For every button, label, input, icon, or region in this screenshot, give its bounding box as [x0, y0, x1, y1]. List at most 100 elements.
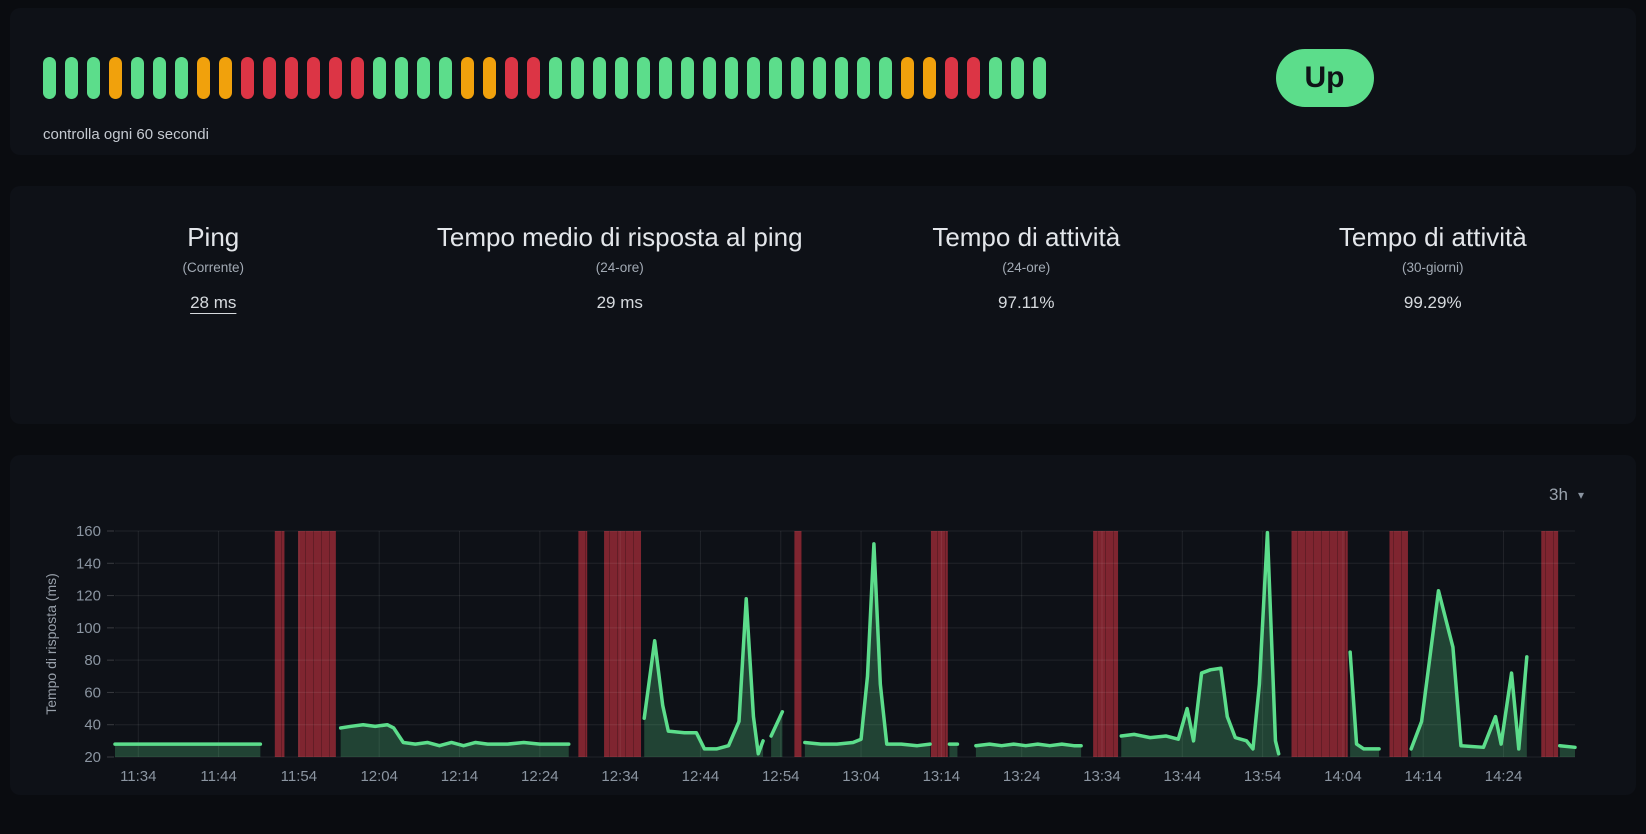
response-area — [1411, 590, 1527, 757]
y-tick-label: 160 — [76, 523, 101, 540]
heartbeat-beat-warn — [219, 57, 232, 99]
response-line — [1557, 743, 1577, 750]
response-line — [1119, 530, 1281, 756]
y-tick-label: 60 — [84, 684, 101, 701]
heartbeat-beat-warn — [197, 57, 210, 99]
y-tick-label: 20 — [84, 749, 101, 766]
heartbeat-beat-up — [703, 57, 716, 99]
x-tick-label: 12:04 — [360, 768, 398, 785]
response-area — [804, 543, 931, 757]
chevron-down-icon: ▾ — [1577, 488, 1584, 502]
x-tick-label: 11:54 — [281, 768, 317, 785]
stat-ping-current: Ping (Corrente) 28 ms — [10, 220, 417, 313]
heartbeat-beat-warn — [461, 57, 474, 99]
stats-grid: Ping (Corrente) 28 ms Tempo medio di ris… — [10, 186, 1636, 313]
heartbeat-beat-down — [241, 57, 254, 99]
x-tick-label: 13:34 — [1083, 768, 1121, 785]
heartbeat-beat-down — [307, 57, 320, 99]
heartbeat-beat-down — [263, 57, 276, 99]
heartbeat-beat-warn — [923, 57, 936, 99]
heartbeat-beat-up — [87, 57, 100, 99]
stat-avg-ping-24h: Tempo medio di risposta al ping (24-ore)… — [417, 220, 824, 313]
response-line — [338, 722, 571, 748]
heartbeat-beat-up — [857, 57, 870, 99]
heartbeat-beat-up — [835, 57, 848, 99]
stat-title: Ping — [187, 222, 240, 252]
response-area — [115, 744, 261, 757]
downtime-band — [1291, 531, 1348, 757]
downtime-band — [930, 531, 948, 757]
x-tick-label: 13:54 — [1244, 768, 1282, 785]
heartbeat-beat-warn — [483, 57, 496, 99]
heartbeat-beat-warn — [901, 57, 914, 99]
heartbeat-beat-up — [659, 57, 672, 99]
downtime-band — [274, 531, 285, 757]
y-tick-label: 80 — [84, 652, 101, 669]
x-tick-label: 11:44 — [200, 768, 236, 785]
response-line — [642, 597, 765, 756]
stat-subtitle: (Corrente) — [182, 260, 244, 275]
heartbeat-beat-down — [285, 57, 298, 99]
downtime-band — [578, 531, 588, 757]
heartbeat-bar — [43, 57, 1046, 99]
heartbeat-beat-up — [153, 57, 166, 99]
heartbeat-beat-up — [175, 57, 188, 99]
stat-uptime-24h: Tempo di attività (24-ore) 97.11% — [823, 220, 1230, 313]
heartbeat-beat-up — [395, 57, 408, 99]
x-tick-label: 14:24 — [1485, 768, 1523, 785]
heartbeat-beat-up — [769, 57, 782, 99]
heartbeat-beat-up — [43, 57, 56, 99]
stat-uptime-30d: Tempo di attività (30-giorni) 99.29% — [1230, 220, 1637, 313]
downtime-band — [1389, 531, 1408, 757]
heartbeat-beat-up — [813, 57, 826, 99]
x-tick-label: 13:14 — [923, 768, 961, 785]
chart-card: 3h ▾ 20 40 60 80 100 120 140 160 11:34 11:44 11:54… — [10, 455, 1636, 795]
heartbeat-beat-down — [527, 57, 540, 99]
y-axis-title: Tempo di risposta (ms) — [43, 573, 59, 715]
downtime-band — [298, 531, 336, 757]
chart-period-dropdown[interactable]: 3h ▾ — [1549, 485, 1584, 505]
stat-title: Tempo di attività — [1338, 222, 1527, 252]
heartbeat-beat-up — [637, 57, 650, 99]
x-tick-label: 14:14 — [1404, 768, 1442, 785]
heartbeat-beat-up — [65, 57, 78, 99]
heartbeat-beat-up — [439, 57, 452, 99]
response-area — [340, 724, 569, 757]
response-time-chart: 20 40 60 80 100 120 140 160 11:34 11:44 11:54 12:04… — [43, 523, 1577, 785]
x-tick-label: 12:44 — [682, 768, 720, 785]
y-tick-label: 120 — [76, 588, 101, 605]
heartbeat-beat-down — [967, 57, 980, 99]
stat-value: 28 ms — [190, 293, 237, 312]
response-area — [1350, 652, 1380, 757]
heartbeat-beat-up — [417, 57, 430, 99]
x-tick-label: 14:04 — [1324, 768, 1362, 785]
response-line — [974, 742, 1083, 748]
heartbeat-beat-up — [549, 57, 562, 99]
stat-subtitle: (24-ore) — [595, 260, 644, 275]
check-interval-text: controlla ogni 60 secondi — [43, 126, 209, 143]
x-tick-label: 12:34 — [601, 768, 639, 785]
downtime-band — [1093, 531, 1119, 757]
heartbeat-beat-up — [131, 57, 144, 99]
y-tick-label: 40 — [84, 717, 101, 734]
heartbeat-beat-up — [373, 57, 386, 99]
response-area — [1121, 532, 1279, 757]
stat-value: 99.29% — [1403, 293, 1462, 312]
chart-period-label: 3h — [1549, 485, 1568, 504]
response-area — [949, 744, 958, 757]
response-line — [1348, 650, 1381, 751]
response-line — [1409, 588, 1529, 751]
downtime-band — [1541, 531, 1559, 757]
downtime-band — [604, 531, 642, 757]
heartbeat-beat-down — [505, 57, 518, 99]
heartbeat-beat-up — [1033, 57, 1046, 99]
response-line — [803, 542, 932, 748]
stat-title: Tempo di attività — [932, 222, 1121, 252]
heartbeat-beat-up — [725, 57, 738, 99]
x-tick-label: 12:14 — [441, 768, 479, 785]
heartbeat-row: Up — [43, 49, 1603, 107]
heartbeat-beat-down — [945, 57, 958, 99]
stat-subtitle: (24-ore) — [1002, 260, 1051, 275]
y-tick-label: 100 — [76, 620, 101, 637]
status-badge: Up — [1275, 49, 1374, 107]
